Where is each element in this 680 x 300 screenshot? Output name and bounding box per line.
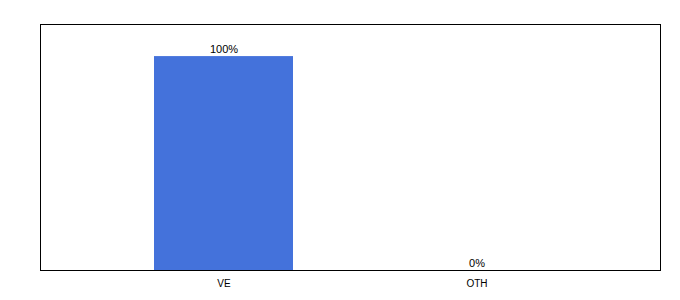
svg-text:OTH: OTH bbox=[466, 278, 487, 289]
svg-text:0%: 0% bbox=[469, 257, 485, 269]
svg-text:100%: 100% bbox=[210, 43, 238, 55]
svg-text:VE: VE bbox=[217, 278, 231, 289]
